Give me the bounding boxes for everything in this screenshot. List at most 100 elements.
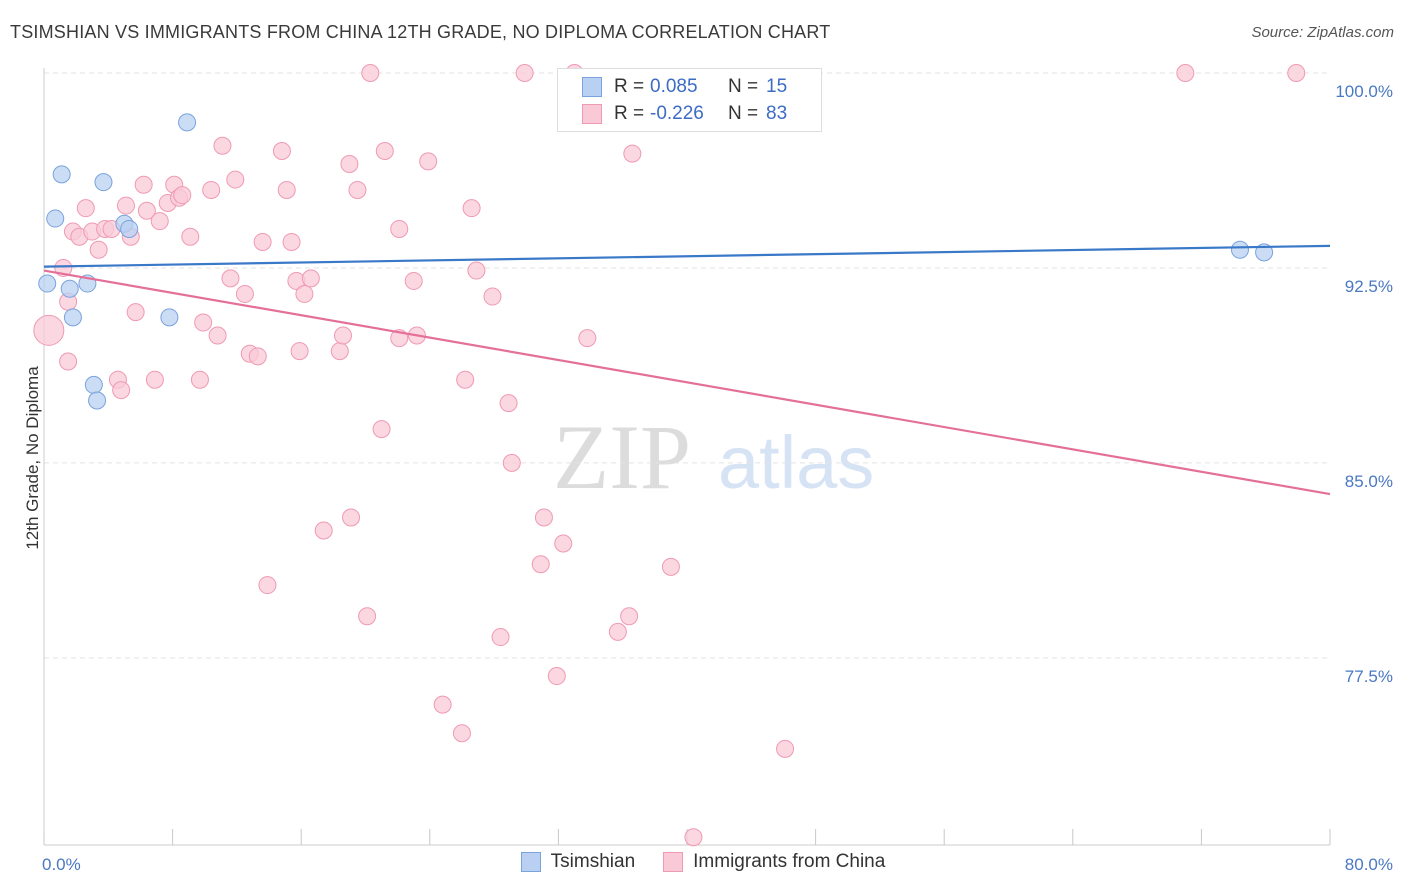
china-point xyxy=(491,628,510,647)
china-point xyxy=(314,521,333,540)
legend-r-value: 0.085 xyxy=(650,76,698,97)
china-point xyxy=(258,576,277,595)
china-point xyxy=(226,170,245,189)
china-point xyxy=(301,269,320,288)
axes xyxy=(43,68,1331,846)
china-point xyxy=(375,141,394,160)
series-swatch-pink xyxy=(663,852,684,872)
legend-row-china: R = -0.226 N = 83 xyxy=(582,102,787,126)
tsimshian-point xyxy=(63,308,82,327)
china-point xyxy=(235,284,254,303)
china-point xyxy=(248,347,267,366)
china-point xyxy=(502,453,521,472)
china-point xyxy=(76,199,95,218)
tsimshian-trend-line xyxy=(43,244,1331,268)
china-point xyxy=(333,326,352,345)
china-point xyxy=(330,342,349,361)
legend-n-value: 83 xyxy=(766,103,788,124)
china-point xyxy=(534,508,553,527)
china-point xyxy=(277,180,296,199)
china-point xyxy=(483,287,502,306)
china-point xyxy=(89,240,108,259)
tsimshian-point xyxy=(1230,240,1249,259)
legend-swatch-pink xyxy=(582,104,602,124)
series-swatch-blue xyxy=(520,852,541,872)
tsimshian-point xyxy=(94,173,113,192)
china-point xyxy=(181,227,200,246)
china-point xyxy=(452,724,471,743)
china-point xyxy=(145,370,164,389)
tsimshian-point xyxy=(1255,243,1274,262)
watermark-zip: ZIP xyxy=(553,406,691,508)
china-point xyxy=(547,667,566,686)
china-trend-line xyxy=(43,269,1331,496)
china-point xyxy=(112,381,131,400)
china-point xyxy=(173,186,192,205)
trend-lines xyxy=(43,244,1331,496)
legend-r-label: R = xyxy=(614,76,645,97)
series-legend: Tsimshian Immigrants from China xyxy=(0,851,1406,873)
chart-title: TSIMSHIAN VS IMMIGRANTS FROM CHINA 12TH … xyxy=(10,22,831,42)
china-point xyxy=(404,271,423,290)
legend-row-tsimshian: R = 0.085 N = 15 xyxy=(582,75,787,99)
china-point xyxy=(348,180,367,199)
china-point xyxy=(608,622,627,641)
tsimshian-point xyxy=(120,219,139,238)
tsimshian-point xyxy=(38,274,57,293)
china-point xyxy=(295,284,314,303)
china-point xyxy=(208,326,227,345)
china-point xyxy=(623,144,642,163)
legend-n-value: 15 xyxy=(766,76,788,97)
y-axis-label: 12th Grade, No Diploma xyxy=(23,366,42,550)
y-tick-label: 77.5% xyxy=(1345,667,1393,686)
china-point xyxy=(661,557,680,576)
china-point xyxy=(776,739,795,758)
china-point xyxy=(456,370,475,389)
tsimshian-point xyxy=(46,209,65,228)
tsimshian-point xyxy=(178,113,197,132)
tsimshian-point xyxy=(84,375,103,394)
legend-swatch-blue xyxy=(582,77,602,97)
china-point xyxy=(272,141,291,160)
china-point xyxy=(134,175,153,194)
series-legend-tsimshian: Tsimshian xyxy=(520,851,636,873)
x-tick-label: 0.0% xyxy=(42,855,81,874)
tsimshian-point xyxy=(52,165,71,184)
china-point xyxy=(202,180,221,199)
china-point xyxy=(342,508,361,527)
series-label: Immigrants from China xyxy=(693,851,886,872)
china-point xyxy=(194,313,213,332)
china-point xyxy=(1176,63,1195,82)
china-point xyxy=(433,695,452,714)
china-point xyxy=(531,555,550,574)
legend-n-label: N = xyxy=(728,103,759,124)
china-point xyxy=(126,303,145,322)
china-point xyxy=(358,607,377,626)
china-point xyxy=(467,261,486,280)
data-points xyxy=(33,63,1306,847)
china-point xyxy=(137,201,156,220)
china-point xyxy=(340,154,359,173)
source-credit: Source: ZipAtlas.com xyxy=(1251,24,1394,41)
china-point xyxy=(221,269,240,288)
correlation-legend: R = 0.085 N = 15 R = -0.226 N = 83 xyxy=(557,68,822,132)
y-tick-label: 85.0% xyxy=(1345,472,1393,491)
tsimshian-point xyxy=(88,391,107,410)
china-point xyxy=(462,199,481,218)
china-point xyxy=(554,534,573,553)
gridlines xyxy=(44,72,1330,659)
y-tick-label: 100.0% xyxy=(1335,82,1393,101)
china-point xyxy=(361,63,380,82)
y-tick-label: 92.5% xyxy=(1345,277,1393,296)
china-point xyxy=(213,136,232,155)
china-point xyxy=(33,314,65,346)
china-point xyxy=(190,370,209,389)
china-point xyxy=(253,232,272,251)
china-point xyxy=(515,63,534,82)
china-point xyxy=(1287,63,1306,82)
series-legend-china: Immigrants from China xyxy=(663,851,885,873)
china-point xyxy=(499,394,518,413)
series-label: Tsimshian xyxy=(550,851,636,872)
china-point xyxy=(419,152,438,171)
